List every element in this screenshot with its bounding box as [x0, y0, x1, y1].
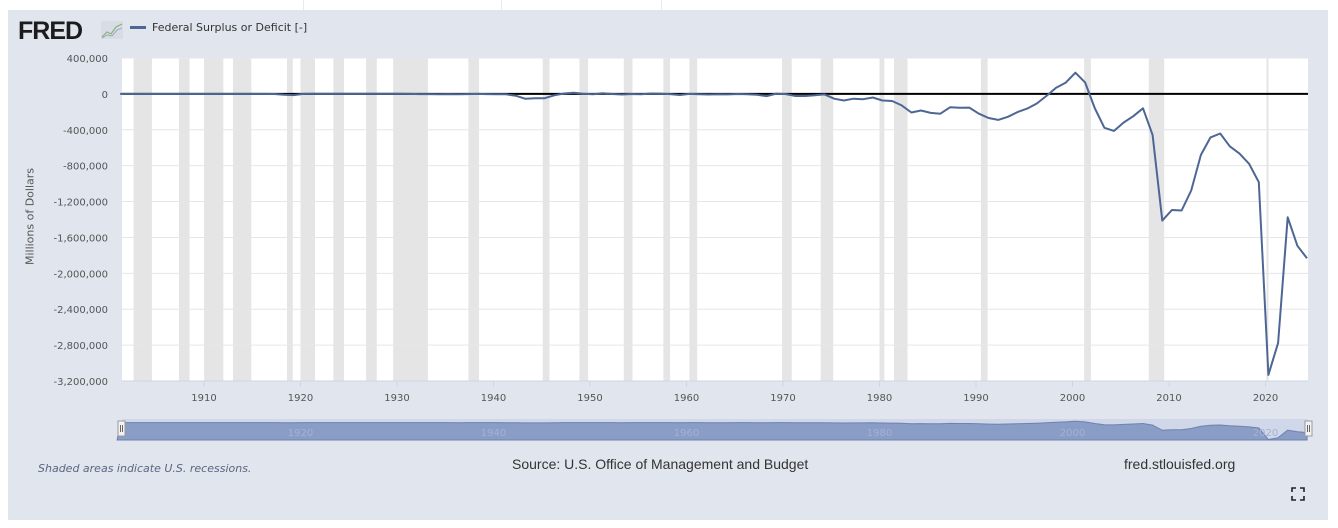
y-tick-label: -2,000,000 [53, 269, 108, 280]
recession-band [204, 58, 224, 381]
x-tick-label: 1920 [288, 393, 313, 404]
recession-band [689, 58, 698, 381]
y-tick-label: 0 [102, 90, 108, 101]
navigator-label: 2020 [1253, 428, 1278, 439]
navigator-label: 1920 [288, 428, 313, 439]
recession-band [894, 58, 908, 381]
navigator-label: 2000 [1060, 428, 1085, 439]
navigator: 1920 1940 1960 1980 2000 2020 [116, 419, 1313, 441]
fullscreen-icon[interactable] [1291, 487, 1305, 501]
x-tick-label: 1980 [867, 393, 892, 404]
navigator-handle-left[interactable] [117, 420, 126, 437]
plot-area [122, 58, 1308, 381]
recession-band [1084, 58, 1091, 381]
recession-band [782, 58, 792, 381]
recession-band [178, 58, 190, 381]
recession-band [1266, 58, 1269, 381]
recession-band [287, 58, 293, 381]
x-tick-label: 1930 [384, 393, 409, 404]
recession-band [133, 58, 152, 381]
y-tick-label: -1,600,000 [53, 233, 108, 244]
recession-band [232, 58, 252, 381]
recession-band [980, 58, 988, 381]
site-link[interactable]: fred.stlouisfed.org [1124, 456, 1236, 472]
recession-bands [133, 58, 1269, 381]
navigator-handle-right[interactable] [1304, 420, 1313, 437]
x-tick-label: 1910 [191, 393, 216, 404]
x-tick-label: 2010 [1156, 393, 1181, 404]
recession-band [333, 58, 344, 381]
top-divider [661, 0, 662, 10]
recession-note: Shaded areas indicate U.S. recessions. [38, 462, 252, 475]
series-line [120, 71, 1308, 376]
recession-band [623, 58, 633, 381]
x-tick-label: 1990 [963, 393, 988, 404]
series-layer [120, 71, 1308, 376]
x-axis-ticks: 1910 1920 1930 1940 1950 1960 1970 1980 1990 2000… [122, 380, 1308, 404]
top-divider [501, 0, 502, 10]
legend-label: Federal Surplus or Deficit [-] [152, 21, 308, 34]
y-tick-label: -2,800,000 [53, 341, 108, 352]
recession-band [468, 58, 480, 381]
navigator-label: 1940 [481, 428, 506, 439]
recession-band [366, 58, 377, 381]
fred-logo[interactable]: FRED [18, 17, 83, 45]
source-text: Source: U.S. Office of Management and Bu… [512, 456, 809, 472]
x-tick-label: 1960 [674, 393, 699, 404]
x-tick-label: 1950 [577, 393, 602, 404]
navigator-series [116, 420, 1308, 441]
recession-band [300, 58, 316, 381]
y-tick-label: -1,200,000 [53, 198, 108, 209]
recession-band [542, 58, 550, 381]
legend[interactable]: Federal Surplus or Deficit [-] [130, 21, 307, 34]
x-tick-label: 1940 [481, 393, 506, 404]
y-tick-label: -3,200,000 [53, 377, 108, 388]
x-tick-label: 1970 [770, 393, 795, 404]
x-tick-label: 2000 [1060, 393, 1085, 404]
navigator-label: 1980 [867, 428, 892, 439]
recession-band [879, 58, 885, 381]
recession-band [820, 58, 834, 381]
recession-band [579, 58, 589, 381]
legend-swatch [130, 26, 146, 29]
y-tick-label: 400,000 [67, 54, 108, 65]
recession-band [663, 58, 671, 381]
y-tick-label: -400,000 [63, 126, 108, 137]
recession-band [393, 58, 428, 381]
navigator-label: 1960 [674, 428, 699, 439]
y-tick-label: -800,000 [63, 162, 108, 173]
y-axis-ticks: 400,000 0 -400,000 -800,000 -1,200,000 -1,600… [53, 54, 108, 388]
y-tick-label: -2,400,000 [53, 305, 108, 316]
chart-line-icon [101, 21, 123, 39]
top-divider [303, 0, 304, 10]
x-tick-label: 2020 [1253, 393, 1278, 404]
